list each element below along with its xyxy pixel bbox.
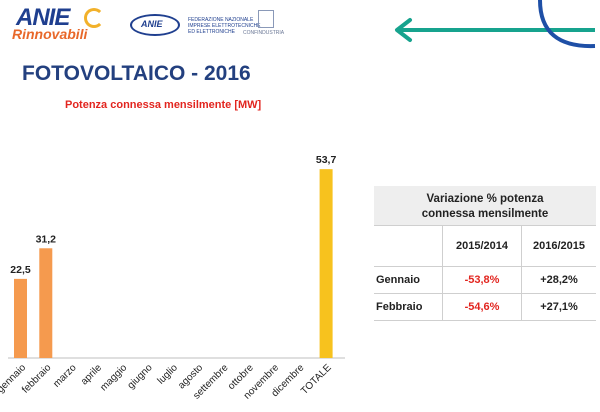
- corner-cell: [374, 225, 443, 267]
- bar-gennaio: [14, 278, 27, 358]
- header: ANIE Rinnovabili ANIE FEDERAZIONE NAZION…: [0, 0, 600, 49]
- cell-value: -54,6%: [442, 293, 522, 321]
- col-header-2016-2015: 2016/2015: [521, 225, 596, 267]
- bar-totale: [319, 169, 333, 358]
- row-label: Gennaio: [374, 266, 443, 294]
- cell-value: +27,1%: [521, 293, 596, 321]
- federazione-logo: ANIE FEDERAZIONE NAZIONALE IMPRESE ELETT…: [130, 14, 310, 40]
- data-label-totale: 53,7: [316, 154, 337, 166]
- page-title: FOTOVOLTAICO - 2016: [22, 62, 251, 85]
- table-row: Febbraio -54,6% +27,1%: [374, 293, 596, 321]
- decorative-swoosh: [395, 0, 596, 49]
- arrow-head-icon: [395, 18, 412, 42]
- tick-label-maggio: maggio: [98, 362, 129, 393]
- variation-table: Variazione % potenza connessa mensilmente…: [374, 186, 596, 321]
- bar-febbraio: [39, 248, 53, 358]
- sun-icon: [84, 8, 104, 28]
- table-row: Gennaio -53,8% +28,2%: [374, 266, 596, 294]
- col-header-2015-2014: 2015/2014: [442, 225, 522, 267]
- blue-curve: [538, 0, 596, 49]
- data-label-gennaio: 22,5: [10, 264, 31, 276]
- tick-label-febbraio: febbraio: [20, 362, 54, 396]
- confindustria-logo: CONFINDUSTRIA: [243, 10, 293, 46]
- federazione-name: FEDERAZIONE NAZIONALE IMPRESE ELETTROTEC…: [188, 17, 261, 35]
- anie-oval-badge: ANIE: [130, 14, 180, 36]
- confindustria-emblem-icon: [258, 10, 274, 28]
- row-label: Febbraio: [374, 293, 443, 321]
- anie-logo-word: ANIE: [16, 4, 70, 31]
- cell-value: +28,2%: [521, 266, 596, 294]
- confindustria-label: CONFINDUSTRIA: [243, 30, 285, 36]
- cell-value: -53,8%: [442, 266, 522, 294]
- tick-label-giugno: giugno: [126, 362, 155, 391]
- anie-rinnovabili-logo: ANIE Rinnovabili: [6, 4, 106, 46]
- data-label-febbraio: 31,2: [36, 233, 57, 245]
- variation-table-title: Variazione % potenza connessa mensilmente: [374, 186, 596, 226]
- chart-subtitle: Potenza connessa mensilmente [MW]: [65, 99, 262, 111]
- tick-label-marzo: marzo: [51, 362, 79, 390]
- rinnovabili-logo-word: Rinnovabili: [12, 26, 88, 42]
- tick-label-totale: TOTALE: [299, 362, 334, 397]
